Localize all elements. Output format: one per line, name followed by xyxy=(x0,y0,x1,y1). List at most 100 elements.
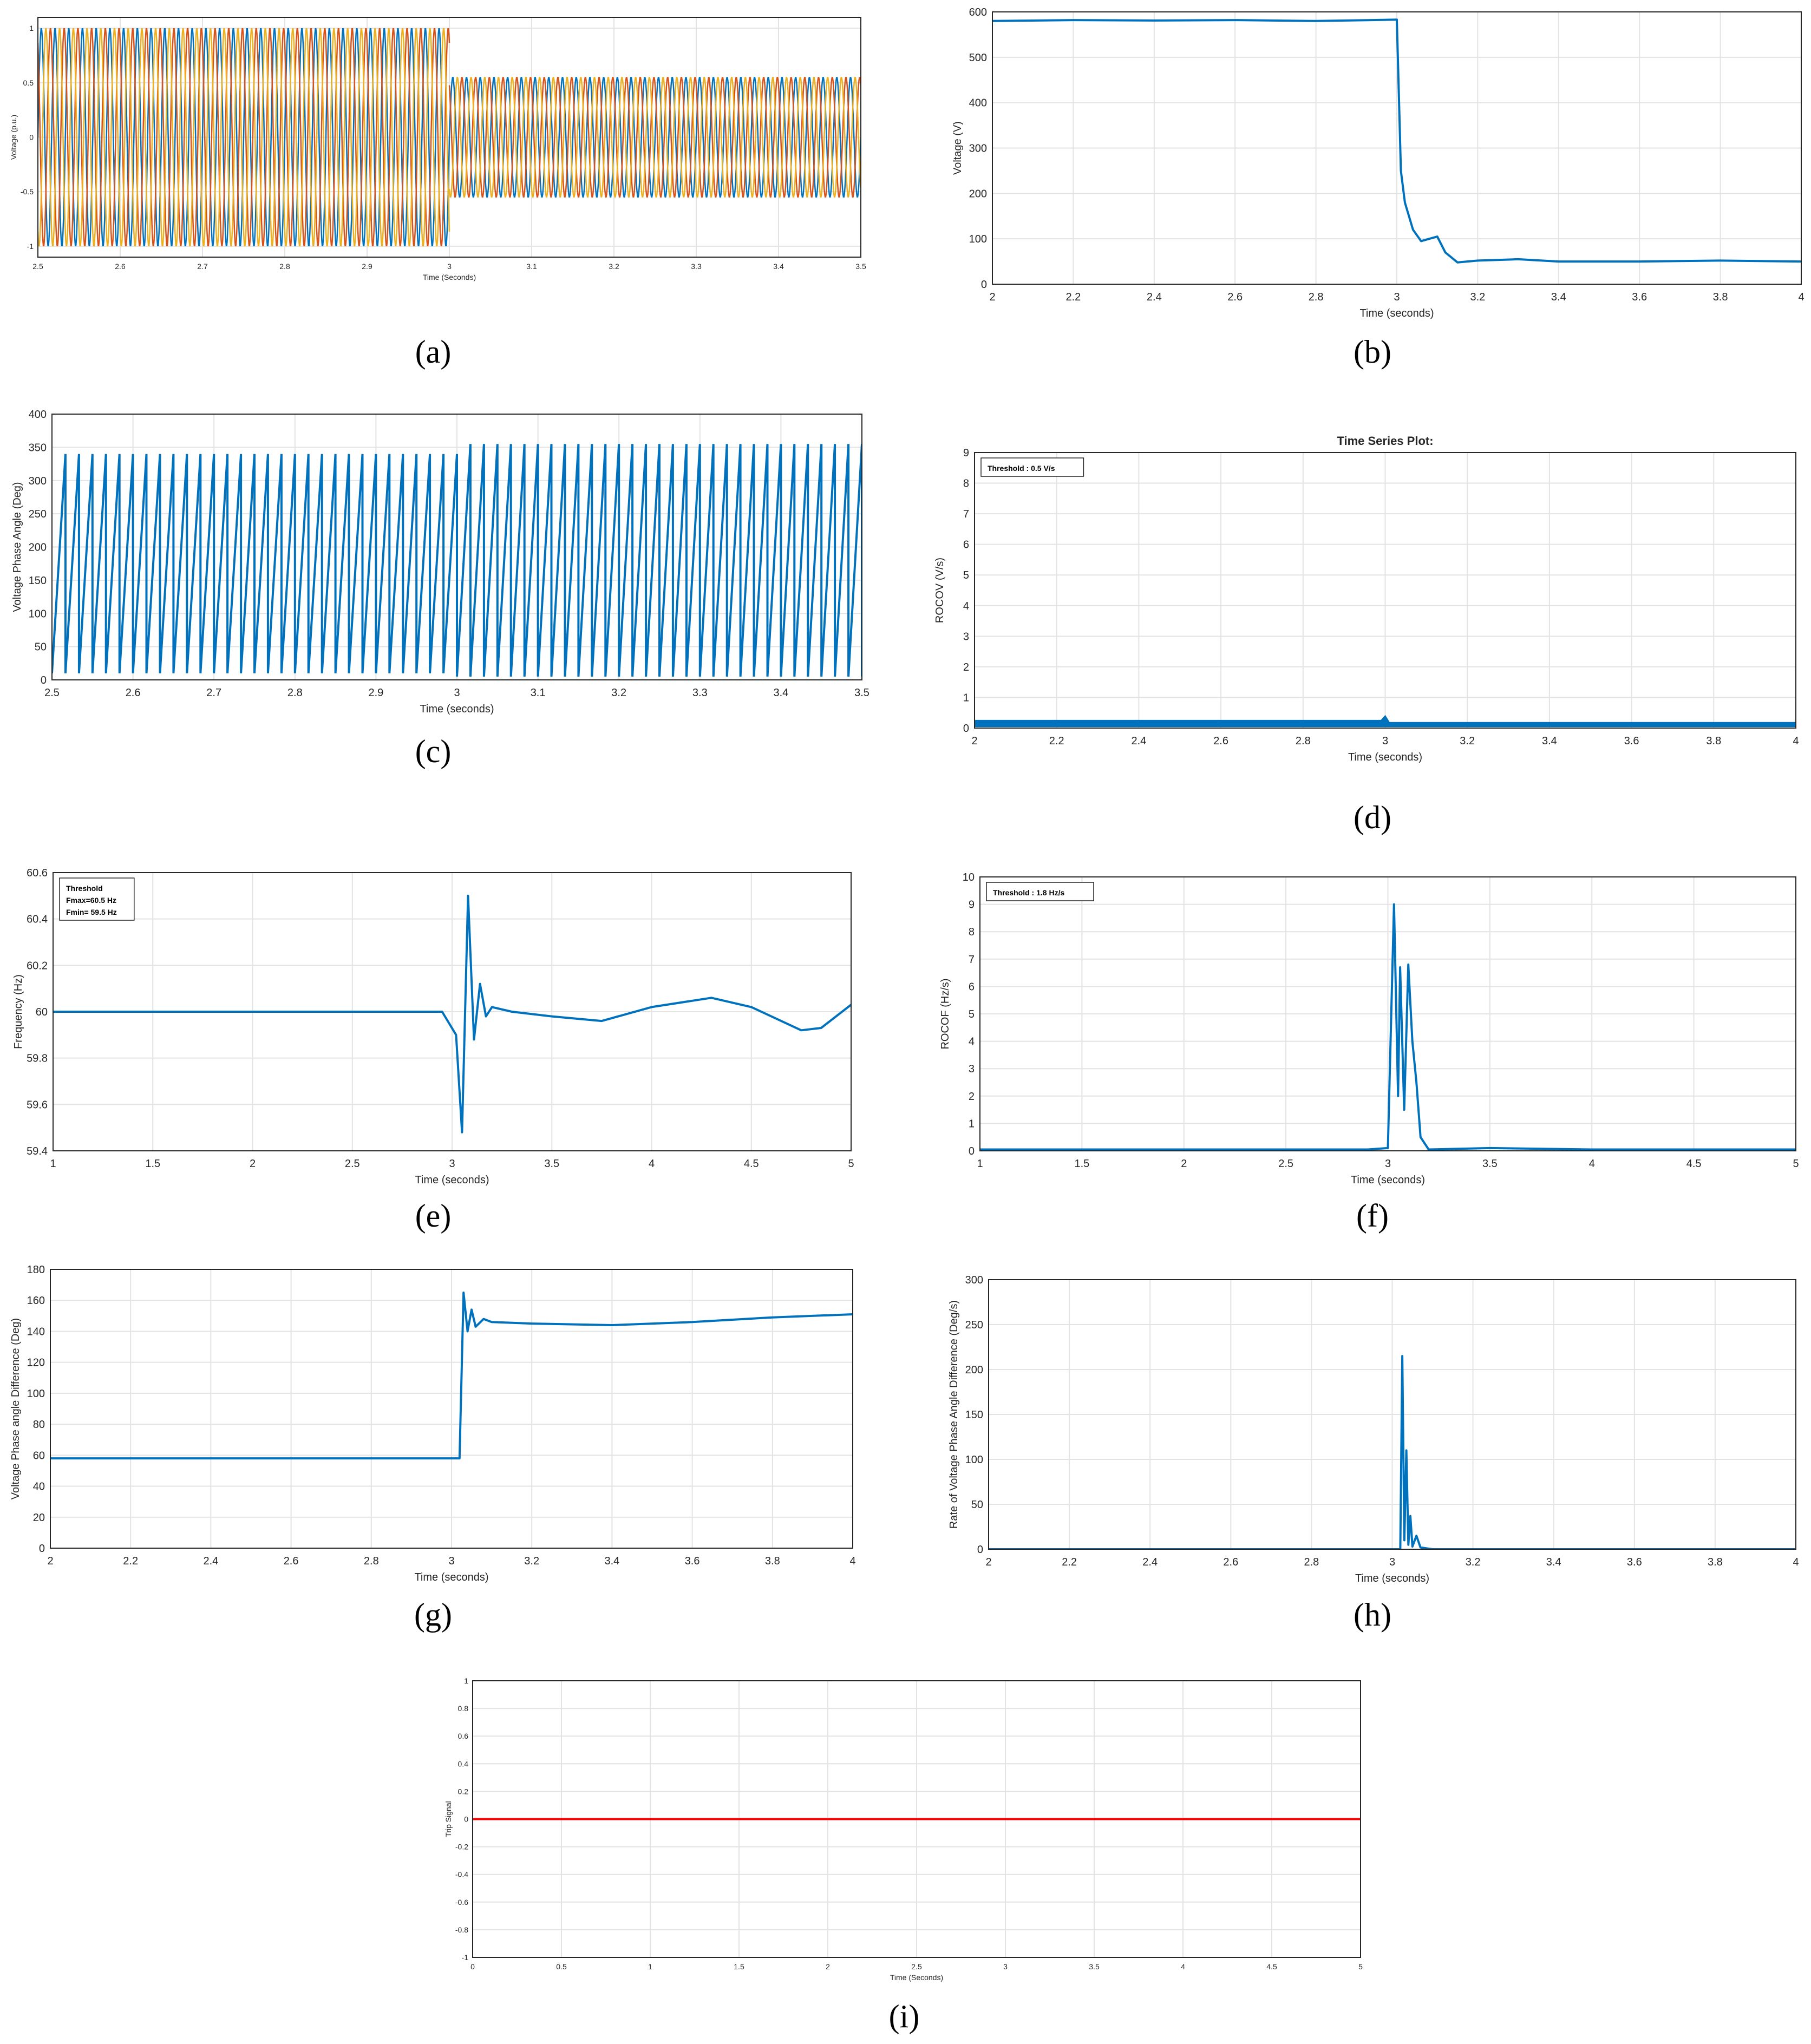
y-axis-label: ROCOF (Hz/s) xyxy=(939,978,951,1049)
y-tick-label: 160 xyxy=(27,1295,45,1307)
axes-frame xyxy=(992,11,1802,285)
y-axis-label: Voltage (p.u.) xyxy=(9,115,18,160)
x-axis-label: Time (seconds) xyxy=(1355,1573,1429,1584)
x-axis-label: Time (seconds) xyxy=(1351,1174,1425,1186)
x-tick-label: 3 xyxy=(1394,291,1400,303)
y-tick-label: 0 xyxy=(39,1543,45,1555)
y-tick-label: 500 xyxy=(969,52,987,64)
x-tick-label: 2.8 xyxy=(1309,291,1324,303)
x-tick-label: 3 xyxy=(447,262,452,271)
x-tick-label: 2.6 xyxy=(115,262,126,271)
y-tick-label: 60.4 xyxy=(27,914,48,926)
x-tick-label: 3.5 xyxy=(855,262,866,271)
series-group xyxy=(975,715,1796,728)
chart-b: 2 2.2 2.4 2.6 2.8 3 3.2 3.4 3.6 3.8 4 0 100 200 300 400… xyxy=(952,6,1805,319)
y-tick-label: 5 xyxy=(963,569,969,581)
x-tick-label: 2.6 xyxy=(284,1555,299,1567)
y-tick-label: 0 xyxy=(981,279,987,291)
x-axis-label: Time (seconds) xyxy=(1348,751,1422,763)
y-tick-label: 60 xyxy=(36,1006,48,1018)
threshold-text: Threshold : 0.5 V/s xyxy=(988,464,1055,473)
threshold-text: Threshold xyxy=(66,884,103,893)
x-tick-label: 3.4 xyxy=(773,687,788,699)
series-line-phase-3 xyxy=(38,28,450,247)
x-tick-label: 2.5 xyxy=(911,1962,922,1971)
x-tick-label: 3.2 xyxy=(1460,735,1475,747)
panel-label-g: (g) xyxy=(414,1597,452,1633)
x-tick-label: 3 xyxy=(448,1555,454,1567)
y-tick-label: 60.6 xyxy=(27,867,48,879)
x-tick-label: 2.2 xyxy=(1049,735,1064,747)
panel-label-a: (a) xyxy=(415,334,452,370)
y-tick-label: 0 xyxy=(963,723,969,735)
panel-label-f: (f) xyxy=(1356,1198,1389,1234)
x-tick-label: 5 xyxy=(1793,1158,1799,1170)
x-axis-label: Time (Seconds) xyxy=(423,273,476,281)
threshold-text: Threshold : 1.8 Hz/s xyxy=(993,888,1064,897)
y-tick-label: -0.4 xyxy=(455,1870,468,1879)
y-tick-label: 0 xyxy=(977,1544,983,1556)
x-tick-label: 3.5 xyxy=(1089,1962,1100,1971)
x-tick-label: 1 xyxy=(648,1962,652,1971)
x-axis-label: Time (seconds) xyxy=(414,1571,488,1583)
axes-frame xyxy=(51,414,862,680)
y-tick-label: 0 xyxy=(464,1815,468,1824)
x-tick-label: 3.6 xyxy=(1624,735,1639,747)
y-tick-label: 120 xyxy=(27,1357,45,1369)
y-tick-label: 59.4 xyxy=(27,1145,48,1157)
y-tick-label: 100 xyxy=(969,233,987,245)
x-tick-label: 3.3 xyxy=(691,262,702,271)
y-tick-label: -0.2 xyxy=(455,1843,468,1851)
x-tick-label: 2 xyxy=(826,1962,830,1971)
x-tick-label: 2 xyxy=(971,735,977,747)
x-tick-label: 2.7 xyxy=(197,262,208,271)
y-tick-label: 100 xyxy=(29,608,47,620)
y-axis-label: Frequency (Hz) xyxy=(12,974,24,1049)
x-tick-label: 2.9 xyxy=(362,262,372,271)
x-tick-label: 3.1 xyxy=(531,687,546,699)
y-tick-label: 80 xyxy=(33,1419,45,1431)
x-tick-label: 3.1 xyxy=(526,262,537,271)
x-tick-label: 3.8 xyxy=(1708,1556,1723,1568)
axes-frame xyxy=(472,1680,1361,1958)
x-tick-label: 2.2 xyxy=(1062,1556,1077,1568)
axes-frame xyxy=(979,876,1796,1151)
series-line xyxy=(52,454,458,673)
x-tick-label: 3.5 xyxy=(1482,1158,1498,1170)
y-tick-label: 0.5 xyxy=(23,78,34,87)
y-tick-label: 0.8 xyxy=(458,1704,469,1713)
x-tick-label: 2.8 xyxy=(287,687,303,699)
x-tick-label: 3.5 xyxy=(854,687,869,699)
y-tick-label: 300 xyxy=(965,1274,983,1286)
x-tick-label: 3.6 xyxy=(1627,1556,1642,1568)
x-tick-label: 1.5 xyxy=(145,1158,160,1170)
y-tick-label: 59.8 xyxy=(27,1053,48,1065)
chart-g: 2 2.2 2.4 2.6 2.8 3 3.2 3.4 3.6 3.8 40204060801001… xyxy=(10,1264,856,1583)
x-tick-label: 3.3 xyxy=(692,687,708,699)
x-tick-label: 2.8 xyxy=(364,1555,379,1567)
axes-frame xyxy=(53,872,852,1151)
y-tick-label: 40 xyxy=(33,1481,45,1493)
x-tick-label: 3.2 xyxy=(609,262,619,271)
y-tick-label: 150 xyxy=(965,1409,983,1421)
y-axis-label: Voltage (V) xyxy=(952,121,964,175)
series-line xyxy=(50,1291,853,1460)
y-tick-label: 60.2 xyxy=(27,960,48,972)
y-tick-label: 2 xyxy=(963,661,969,673)
x-tick-label: 3.4 xyxy=(1542,735,1557,747)
chart-title: Time Series Plot: xyxy=(1337,434,1433,448)
x-tick-label: 3.2 xyxy=(524,1555,539,1567)
x-tick-label: 2.6 xyxy=(1223,1556,1238,1568)
x-tick-label: 2.2 xyxy=(123,1555,138,1567)
x-tick-label: 4.5 xyxy=(1686,1158,1702,1170)
x-tick-label: 2.5 xyxy=(345,1158,360,1170)
panel-label-e: (e) xyxy=(415,1198,452,1234)
series-line xyxy=(989,1355,1796,1549)
y-tick-label: 1 xyxy=(29,24,34,32)
x-tick-label: 4 xyxy=(1181,1962,1185,1971)
series-group xyxy=(50,1291,853,1460)
y-tick-label: 1 xyxy=(969,1118,975,1130)
y-tick-label: 400 xyxy=(969,97,987,109)
x-tick-label: 3 xyxy=(454,687,460,699)
